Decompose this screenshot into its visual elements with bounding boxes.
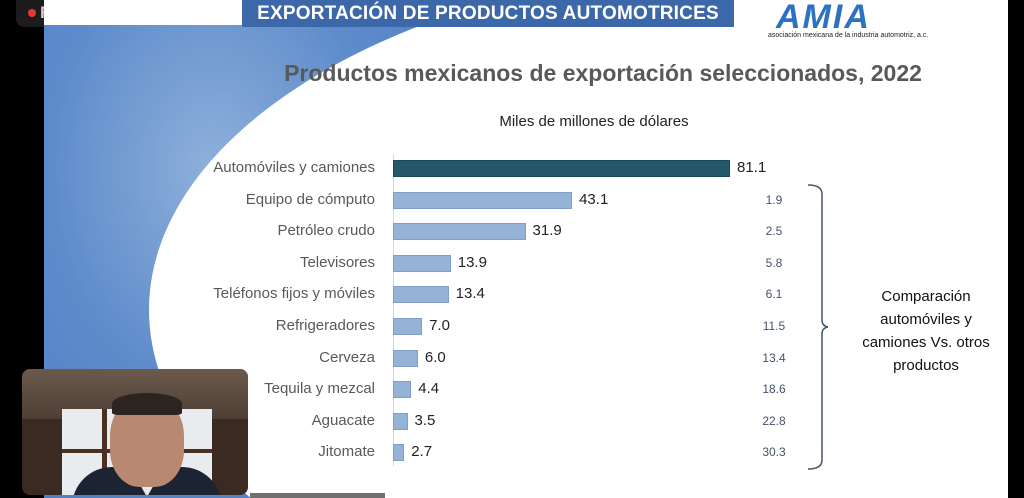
- participant-video[interactable]: [22, 369, 248, 495]
- logo-subtitle: asociación mexicana de la industria auto…: [768, 32, 929, 39]
- value-label: 7.0: [429, 317, 450, 334]
- comparison-note: Comparación automóviles y camiones Vs. o…: [862, 288, 990, 374]
- bar: [393, 191, 573, 209]
- value-label: 3.5: [414, 411, 436, 429]
- ratio-label: 1.9: [765, 192, 783, 207]
- bar: [393, 381, 412, 399]
- value-label: 2.7: [411, 443, 433, 461]
- speaker-hair: [112, 393, 182, 415]
- record-dot-icon: [28, 9, 36, 17]
- bar: [393, 318, 423, 335]
- ratio-label: 6.1: [765, 287, 783, 302]
- bar: [393, 223, 526, 241]
- chart-subtitle: Miles de millones de dólares: [499, 113, 689, 130]
- bar: [393, 444, 405, 462]
- value-label: 6.0: [424, 348, 446, 366]
- bar: [393, 412, 408, 430]
- ratio-label: 18.6: [762, 382, 786, 397]
- slide-header-banner: EXPORTACIÓN DE PRODUCTOS AUTOMOTRICES: [242, 0, 734, 27]
- category-label: Petróleo crudo: [277, 222, 375, 240]
- category-label: Refrigeradores: [275, 317, 375, 334]
- ratio-label: 30.3: [762, 445, 786, 460]
- category-axis-line: [393, 154, 394, 466]
- category-label: Teléfonos fijos y móviles: [213, 285, 375, 303]
- category-label: Jitomate: [318, 443, 375, 461]
- ratio-label: 5.8: [765, 255, 783, 270]
- amia-logo: AMIA asociación mexicana de la industria…: [768, 0, 1008, 44]
- value-label: 81.1: [737, 159, 767, 176]
- category-label: Automóviles y camiones: [213, 159, 375, 176]
- ratio-label: 2.5: [765, 224, 783, 239]
- logo-mark: AMIA: [776, 0, 871, 36]
- bar: [393, 349, 418, 367]
- bracket-icon: [807, 184, 828, 470]
- ratio-label: 22.8: [762, 413, 786, 428]
- value-label: 43.1: [579, 190, 609, 208]
- value-label: 4.4: [418, 380, 440, 398]
- presentation-slide: EXPORTACIÓN DE PRODUCTOS AUTOMOTRICES AM…: [44, 0, 1008, 498]
- category-label: Tequila y mezcal: [264, 380, 375, 398]
- bar: [393, 160, 730, 177]
- value-label: 13.9: [457, 253, 487, 271]
- chart-title: Productos mexicanos de exportación selec…: [284, 60, 922, 86]
- bar: [393, 254, 451, 272]
- ratio-label: 13.4: [762, 350, 786, 365]
- category-label: Aguacate: [311, 411, 375, 429]
- category-label: Equipo de cómputo: [245, 190, 375, 208]
- bar: [393, 286, 449, 304]
- value-label: 13.4: [455, 285, 485, 303]
- progress-strip: [250, 493, 385, 498]
- value-label: 31.9: [532, 222, 562, 240]
- category-label: Televisores: [299, 253, 375, 271]
- ratio-label: 11.5: [762, 319, 786, 333]
- category-label: Cerveza: [319, 348, 375, 366]
